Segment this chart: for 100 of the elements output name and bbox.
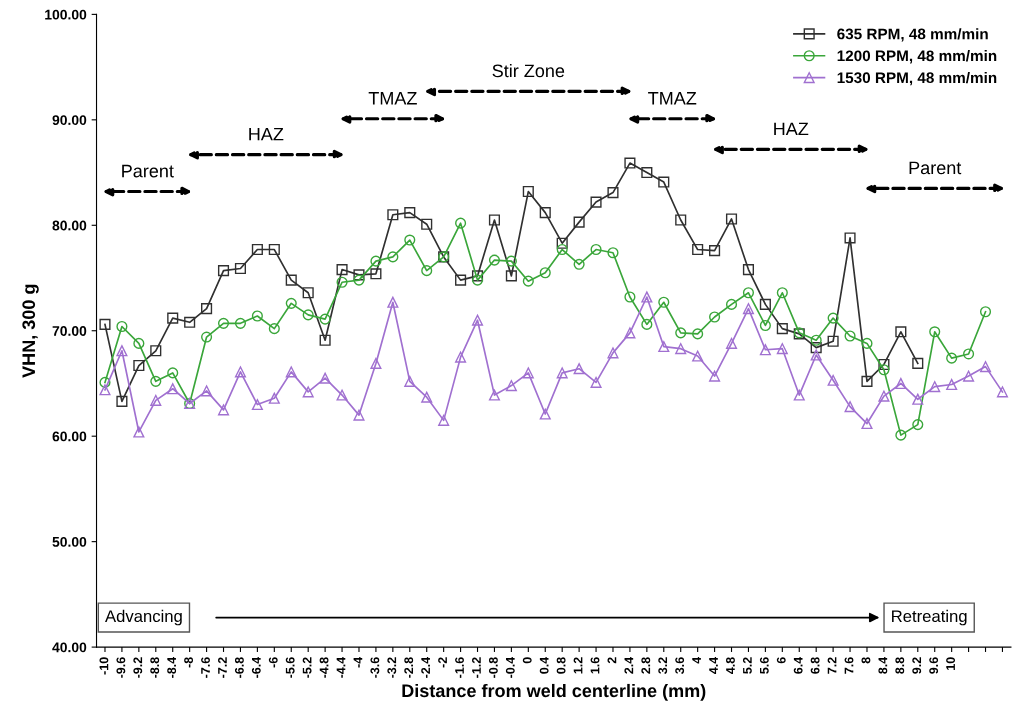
point xyxy=(607,247,619,259)
x-tick-label: 3.6 xyxy=(675,657,685,674)
point xyxy=(302,309,314,321)
point xyxy=(336,276,348,288)
y-tick-label: 100.00 xyxy=(45,9,87,20)
annotation: Parent xyxy=(909,161,962,175)
x-tick-label: -2 xyxy=(438,657,447,668)
point xyxy=(370,268,382,280)
x-tick-label: 8.8 xyxy=(895,657,905,674)
point xyxy=(133,337,145,349)
point xyxy=(455,274,467,286)
point xyxy=(861,337,873,349)
point xyxy=(167,367,179,379)
point xyxy=(709,311,721,323)
point xyxy=(912,393,924,405)
point xyxy=(963,370,975,382)
x-tick-label: -7.6 xyxy=(201,657,210,678)
annotation: Parent xyxy=(122,164,174,178)
point xyxy=(370,255,382,267)
x-tick-label: -3.2 xyxy=(387,657,397,678)
x-tick-label: -1.2 xyxy=(472,657,481,678)
annotation: TMAZ xyxy=(648,92,697,105)
point xyxy=(167,383,179,395)
point xyxy=(844,401,856,413)
legend-label: 1200 RPM, 48 mm/min xyxy=(837,50,997,64)
point xyxy=(251,310,263,322)
x-tick-label: -7.2 xyxy=(218,657,227,678)
point xyxy=(776,287,788,299)
point xyxy=(133,426,145,438)
x-tick-label: 10 xyxy=(946,657,956,670)
point xyxy=(725,298,738,310)
y-tick-label: 90.00 xyxy=(52,115,87,125)
point xyxy=(573,216,585,228)
point xyxy=(658,296,670,308)
point xyxy=(692,243,704,256)
point xyxy=(421,391,433,403)
x-tick-label: 2 xyxy=(607,657,617,664)
x-tick-label: 4 xyxy=(692,656,701,664)
point xyxy=(556,243,568,256)
x-tick-label: -1.6 xyxy=(455,657,464,678)
x-tick-label: 4.8 xyxy=(726,657,735,675)
x-tick-label: 0 xyxy=(522,657,532,664)
x-tick-label: 7.6 xyxy=(844,657,854,674)
point xyxy=(759,344,771,356)
x-tick-label: 9.6 xyxy=(929,657,939,674)
point xyxy=(302,386,314,398)
point xyxy=(522,275,534,287)
point xyxy=(979,361,992,373)
point xyxy=(522,185,534,198)
x-tick-label: 5.6 xyxy=(759,657,769,674)
x-tick-label: -6.8 xyxy=(234,657,244,678)
point xyxy=(387,296,399,308)
point xyxy=(539,408,551,420)
point xyxy=(99,318,111,330)
point xyxy=(404,234,416,246)
x-tick-label: 7.2 xyxy=(827,657,837,674)
point xyxy=(201,303,213,315)
point xyxy=(979,306,992,318)
point xyxy=(488,389,501,401)
point xyxy=(488,214,501,226)
point xyxy=(319,372,331,384)
x-tick-label: -3.6 xyxy=(370,657,380,678)
point xyxy=(268,323,280,335)
annotation: Stir Zone xyxy=(492,63,565,78)
point xyxy=(167,312,179,324)
point xyxy=(319,313,331,325)
point xyxy=(844,330,856,342)
point xyxy=(471,270,484,282)
point xyxy=(742,303,755,315)
point xyxy=(421,265,433,277)
x-tick-label: -5.6 xyxy=(285,657,295,678)
point xyxy=(692,350,704,362)
y-tick-label: 70.00 xyxy=(52,326,87,336)
y-tick-label: 60.00 xyxy=(52,431,87,442)
x-tick-label: -5.2 xyxy=(302,657,312,678)
point xyxy=(99,384,111,396)
point xyxy=(641,318,653,330)
legend-label: 635 RPM, 48 mm/min xyxy=(837,28,988,42)
x-tick-label: -0.8 xyxy=(488,657,498,678)
annotation: TMAZ xyxy=(368,92,417,105)
point xyxy=(573,258,585,270)
point xyxy=(946,378,958,391)
point xyxy=(759,298,771,310)
point xyxy=(404,375,416,387)
point xyxy=(861,375,873,387)
point xyxy=(929,381,941,393)
point xyxy=(709,245,721,257)
point xyxy=(759,319,771,332)
point xyxy=(624,157,636,169)
point xyxy=(285,366,297,378)
point xyxy=(370,357,382,369)
point xyxy=(878,364,890,376)
point xyxy=(810,349,822,361)
point xyxy=(590,196,602,208)
x-tick-label: -8.8 xyxy=(150,657,160,678)
point xyxy=(353,274,365,286)
point xyxy=(217,404,230,416)
x-tick-label: 6.8 xyxy=(810,657,820,674)
point xyxy=(946,352,958,364)
point xyxy=(471,314,484,326)
